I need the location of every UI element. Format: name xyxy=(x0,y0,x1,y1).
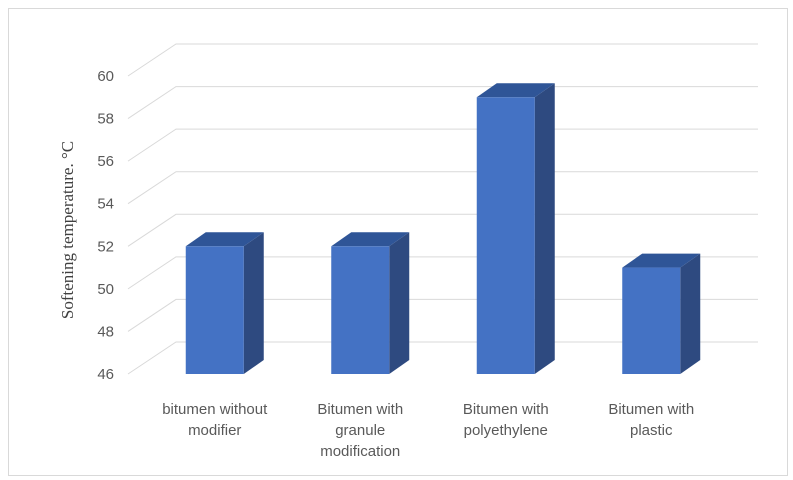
x-category-label-line: Bitumen with xyxy=(608,401,694,418)
x-category-label-line: Bitumen with xyxy=(463,401,549,418)
bars xyxy=(185,83,701,375)
y-tick-label: 54 xyxy=(97,196,114,213)
bar-side xyxy=(389,232,410,374)
x-category-label-line: granule xyxy=(335,422,385,439)
y-tick-label: 48 xyxy=(97,323,114,340)
x-category-label: Bitumen with plastic xyxy=(608,401,694,439)
gridline xyxy=(127,86,758,119)
y-axis-ticks: 46 48 50 52 54 56 58 60 xyxy=(97,68,114,383)
y-tick-label: 58 xyxy=(97,111,114,128)
gridline xyxy=(127,341,758,375)
gridline xyxy=(127,43,758,77)
gridline xyxy=(127,256,758,290)
y-tick-label: 60 xyxy=(97,68,114,85)
y-axis-title: Softening temperature. °C xyxy=(58,141,77,319)
x-category-label-line: bitumen without xyxy=(162,401,268,418)
gridline xyxy=(127,298,758,332)
gridlines xyxy=(127,43,758,375)
gridline xyxy=(127,171,758,205)
x-category-label-line: plastic xyxy=(630,422,673,439)
y-tick-label: 46 xyxy=(97,366,114,383)
bar-top xyxy=(476,83,555,98)
x-category-label-line: polyethylene xyxy=(464,422,548,439)
x-category-label: Bitumen with granule modification xyxy=(317,401,403,460)
x-category-label-line: modification xyxy=(320,443,400,460)
gridline xyxy=(127,213,758,247)
y-tick-label: 56 xyxy=(97,153,114,170)
x-category-label-line: modifier xyxy=(188,422,241,439)
bar-top xyxy=(622,253,701,268)
bar-front xyxy=(622,267,681,374)
y-tick-label: 52 xyxy=(97,238,114,255)
bar xyxy=(476,83,555,375)
bar-side xyxy=(243,232,264,374)
bar xyxy=(331,232,410,374)
x-category-label: Bitumen with polyethylene xyxy=(463,401,549,439)
y-tick-label: 50 xyxy=(97,281,114,298)
bar xyxy=(622,253,701,374)
bar-top xyxy=(185,232,264,247)
bar-side xyxy=(534,83,555,375)
x-category-label-line: Bitumen with xyxy=(317,401,403,418)
x-category-label: bitumen without modifier xyxy=(162,401,268,439)
gridline xyxy=(127,128,758,162)
bar xyxy=(185,232,264,374)
x-axis-labels: bitumen without modifier Bitumen with granu… xyxy=(162,401,694,460)
bar-top xyxy=(331,232,410,247)
bar-front xyxy=(476,97,535,375)
bar-front xyxy=(331,246,390,374)
bar-side xyxy=(680,253,701,374)
bar-front xyxy=(185,246,244,374)
